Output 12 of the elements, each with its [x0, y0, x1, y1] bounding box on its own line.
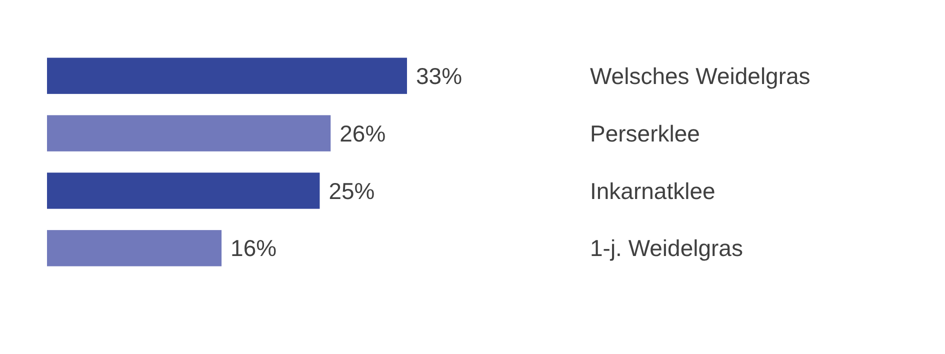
- bar: [47, 115, 331, 152]
- bar: [47, 172, 320, 209]
- y-tick-label: Inkarnatklee: [590, 178, 716, 204]
- y-tick-label: Perserklee: [590, 120, 700, 146]
- data-label: 26%: [340, 120, 386, 146]
- bar: [47, 230, 222, 266]
- data-label: 25%: [328, 178, 375, 204]
- data-label: 16%: [230, 235, 277, 262]
- y-tick-label: Welsches Weidelgras: [590, 62, 810, 89]
- y-tick-label: 1-j. Weidelgras: [590, 235, 743, 262]
- data-label: 33%: [416, 62, 462, 89]
- bar: [47, 58, 407, 94]
